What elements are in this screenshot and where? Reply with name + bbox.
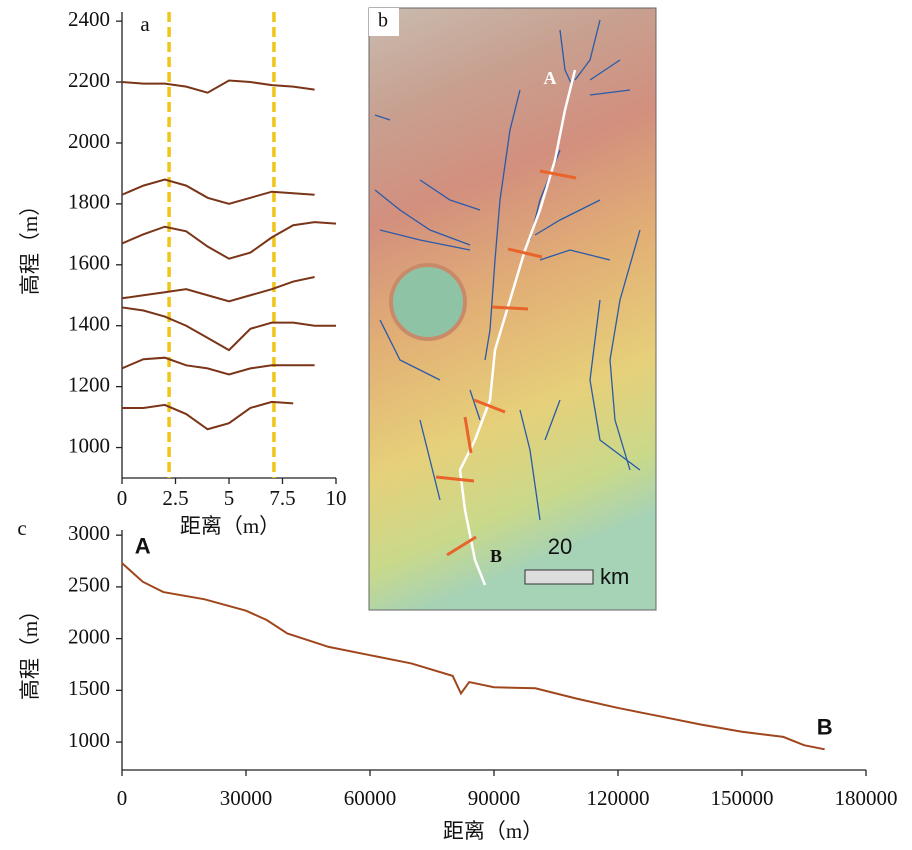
y-tick-label: 1200 [68,372,110,396]
y-tick-label: 2200 [68,68,110,92]
x-axis-label: 距离（m） [180,514,280,538]
x-tick-label: 90000 [468,786,521,810]
profile-line [121,306,336,352]
profile-line [121,356,315,376]
x-axis-label: 距离（m） [443,819,543,843]
y-tick-label: 1600 [68,251,110,275]
y-tick-label: 1400 [68,312,110,336]
y-axis-label: 高程（m） [18,195,42,295]
point-label: A [544,68,557,88]
panel-label-box [369,8,399,36]
map-panel: b A B 20 km [368,7,657,611]
y-tick-label: 2400 [68,7,110,31]
y-tick-label: 2000 [68,624,110,648]
y-tick-label: 2500 [68,573,110,597]
x-tick-label: 0 [117,786,128,810]
profile-line [121,221,337,260]
profile-line [121,562,825,751]
scale-unit: km [600,564,629,589]
x-tick-label: 180000 [835,786,898,810]
section-lines [435,169,577,557]
crater [389,263,467,341]
y-tick-label: 1000 [68,433,110,457]
x-tick-label: 5 [224,486,235,510]
main-channel [458,69,577,586]
annotation: A [135,533,151,558]
profile-line [121,276,315,303]
x-tick-label: 10 [326,486,347,510]
annotation: B [817,714,833,739]
y-tick-label: 1800 [68,190,110,214]
panel-label: c [17,516,26,540]
y-axis-label: 高程（m） [18,600,42,700]
y-tick-label: 3000 [68,521,110,545]
profile-line [121,79,315,94]
x-tick-label: 7.5 [269,486,295,510]
x-tick-label: 150000 [711,786,774,810]
x-tick-label: 2.5 [162,486,188,510]
profile-line [121,178,315,205]
scale-bar [524,569,594,585]
x-tick-label: 30000 [220,786,273,810]
profile-line [122,400,294,431]
scale-value: 20 [548,534,572,559]
y-tick-label: 1000 [68,728,110,752]
point-label: B [490,546,502,566]
rivers [374,19,641,521]
x-tick-label: 120000 [587,786,650,810]
x-tick-label: 60000 [344,786,397,810]
panel-label: b [378,10,388,32]
x-tick-label: 0 [117,486,128,510]
panel-label: a [140,12,150,36]
y-tick-label: 2000 [68,129,110,153]
y-tick-label: 1500 [68,676,110,700]
